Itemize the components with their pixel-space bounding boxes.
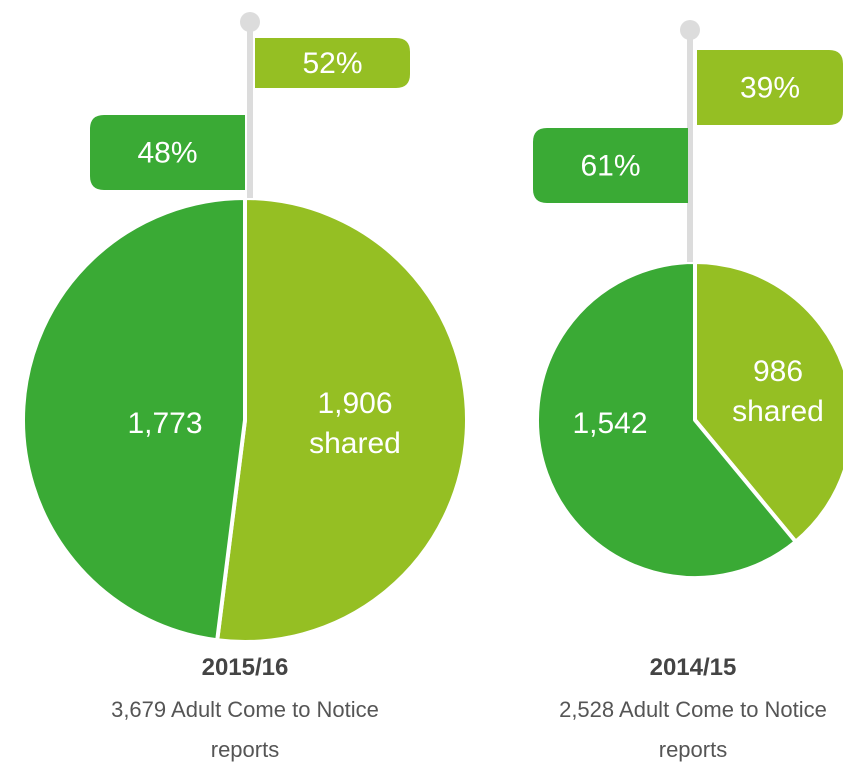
count-label: 986 — [753, 355, 803, 388]
pie-slice — [215, 196, 469, 644]
flag — [90, 115, 245, 190]
slice-label: shared — [309, 427, 401, 460]
pole-knob — [240, 12, 260, 32]
slice-label: shared — [732, 395, 824, 428]
chart-subtitle: 2,528 Adult Come to Notice reports — [559, 697, 827, 762]
count-label: 1,906 — [317, 387, 392, 420]
caption: 2014/15 2,528 Adult Come to Notice repor… — [558, 646, 828, 770]
count-label: 1,773 — [127, 407, 202, 440]
flag — [697, 50, 843, 125]
caption: 2015/16 3,679 Adult Come to Notice repor… — [110, 646, 380, 770]
count-label: 1,542 — [572, 407, 647, 440]
chart-title: 2014/15 — [649, 654, 737, 681]
pie-slice — [21, 196, 247, 643]
flag — [255, 38, 410, 88]
chart-subtitle: 3,679 Adult Come to Notice reports — [111, 697, 379, 762]
pie-slice — [693, 260, 843, 544]
pie-slice — [535, 260, 798, 580]
flag — [533, 128, 688, 203]
percent-label: 39% — [740, 71, 800, 104]
pole-knob — [680, 20, 700, 40]
percent-label: 52% — [302, 47, 362, 80]
percent-label: 61% — [580, 149, 640, 182]
percent-label: 48% — [137, 136, 197, 169]
chart-title: 2015/16 — [201, 654, 289, 681]
